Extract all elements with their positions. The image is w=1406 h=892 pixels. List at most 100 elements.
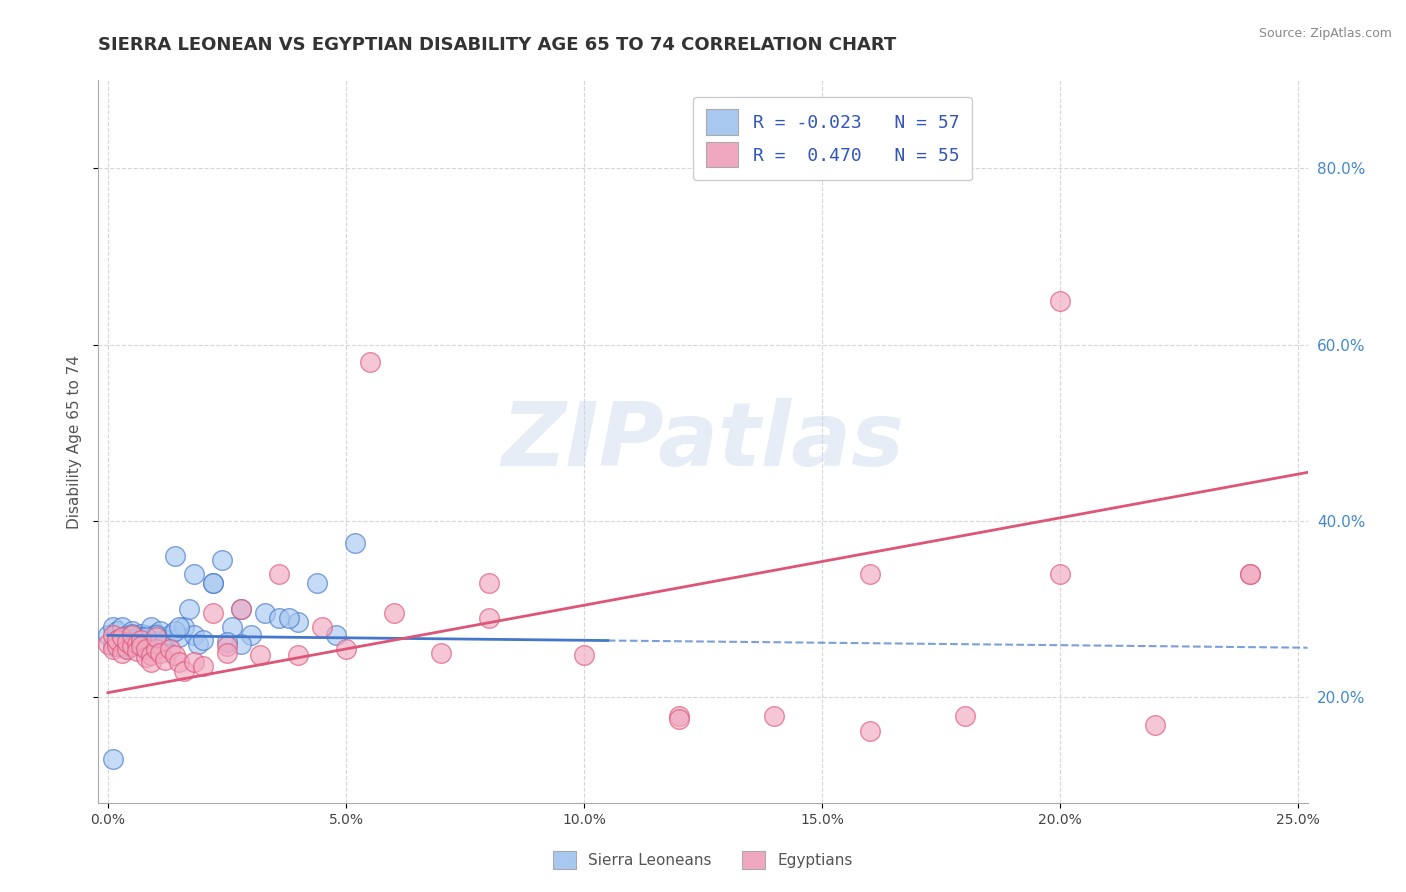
- Point: [107, 637, 129, 651]
- Point: [215, 639, 238, 653]
- Point: [177, 602, 200, 616]
- Point: [121, 635, 143, 649]
- Point: [572, 648, 595, 662]
- Point: [121, 624, 143, 638]
- Point: [859, 566, 882, 581]
- Point: [115, 628, 138, 642]
- Point: [153, 632, 176, 647]
- Legend: Sierra Leoneans, Egyptians: Sierra Leoneans, Egyptians: [547, 845, 859, 875]
- Point: [249, 648, 271, 662]
- Point: [111, 619, 134, 633]
- Point: [121, 639, 143, 653]
- Point: [215, 646, 238, 660]
- Point: [159, 641, 181, 656]
- Point: [191, 659, 214, 673]
- Point: [763, 709, 786, 723]
- Point: [129, 639, 152, 653]
- Point: [231, 602, 253, 616]
- Point: [239, 628, 262, 642]
- Point: [125, 637, 148, 651]
- Point: [111, 630, 134, 644]
- Point: [201, 607, 224, 621]
- Point: [231, 602, 253, 616]
- Text: Source: ZipAtlas.com: Source: ZipAtlas.com: [1258, 27, 1392, 40]
- Point: [153, 653, 176, 667]
- Point: [97, 628, 120, 642]
- Point: [101, 641, 124, 656]
- Point: [129, 632, 152, 647]
- Point: [173, 664, 195, 678]
- Point: [121, 626, 143, 640]
- Point: [163, 624, 186, 638]
- Point: [287, 615, 309, 630]
- Point: [135, 641, 157, 656]
- Point: [135, 639, 157, 653]
- Point: [107, 624, 129, 638]
- Point: [859, 723, 882, 738]
- Point: [307, 575, 329, 590]
- Point: [1144, 718, 1167, 732]
- Point: [145, 626, 167, 640]
- Point: [173, 619, 195, 633]
- Point: [201, 575, 224, 590]
- Point: [101, 619, 124, 633]
- Point: [191, 632, 214, 647]
- Point: [1049, 566, 1071, 581]
- Point: [115, 641, 138, 656]
- Point: [111, 646, 134, 660]
- Point: [668, 709, 690, 723]
- Point: [311, 619, 333, 633]
- Point: [111, 632, 134, 647]
- Point: [145, 628, 167, 642]
- Point: [129, 632, 152, 647]
- Point: [169, 630, 191, 644]
- Point: [125, 630, 148, 644]
- Point: [359, 355, 381, 369]
- Point: [163, 549, 186, 563]
- Point: [201, 575, 224, 590]
- Point: [325, 628, 347, 642]
- Point: [221, 619, 243, 633]
- Point: [231, 637, 253, 651]
- Point: [287, 648, 309, 662]
- Legend: R = -0.023   N = 57, R =  0.470   N = 55: R = -0.023 N = 57, R = 0.470 N = 55: [693, 96, 972, 180]
- Point: [953, 709, 976, 723]
- Point: [125, 644, 148, 658]
- Point: [335, 641, 357, 656]
- Point: [135, 630, 157, 644]
- Point: [125, 637, 148, 651]
- Point: [187, 637, 209, 651]
- Point: [211, 553, 233, 567]
- Point: [1239, 566, 1261, 581]
- Point: [135, 628, 157, 642]
- Point: [169, 619, 191, 633]
- Point: [121, 628, 143, 642]
- Point: [107, 632, 129, 647]
- Point: [163, 648, 186, 662]
- Point: [277, 611, 299, 625]
- Text: ZIPatlas: ZIPatlas: [502, 398, 904, 485]
- Point: [344, 536, 367, 550]
- Point: [129, 626, 152, 640]
- Point: [115, 641, 138, 656]
- Point: [139, 619, 162, 633]
- Point: [169, 655, 191, 669]
- Point: [478, 611, 501, 625]
- Point: [115, 635, 138, 649]
- Point: [269, 566, 291, 581]
- Point: [430, 646, 453, 660]
- Point: [145, 630, 167, 644]
- Point: [159, 628, 181, 642]
- Point: [101, 639, 124, 653]
- Point: [111, 639, 134, 653]
- Point: [139, 655, 162, 669]
- Point: [115, 639, 138, 653]
- Point: [101, 628, 124, 642]
- Point: [668, 712, 690, 726]
- Point: [149, 646, 172, 660]
- Point: [135, 650, 157, 665]
- Point: [183, 655, 205, 669]
- Point: [145, 630, 167, 644]
- Point: [215, 635, 238, 649]
- Point: [382, 607, 405, 621]
